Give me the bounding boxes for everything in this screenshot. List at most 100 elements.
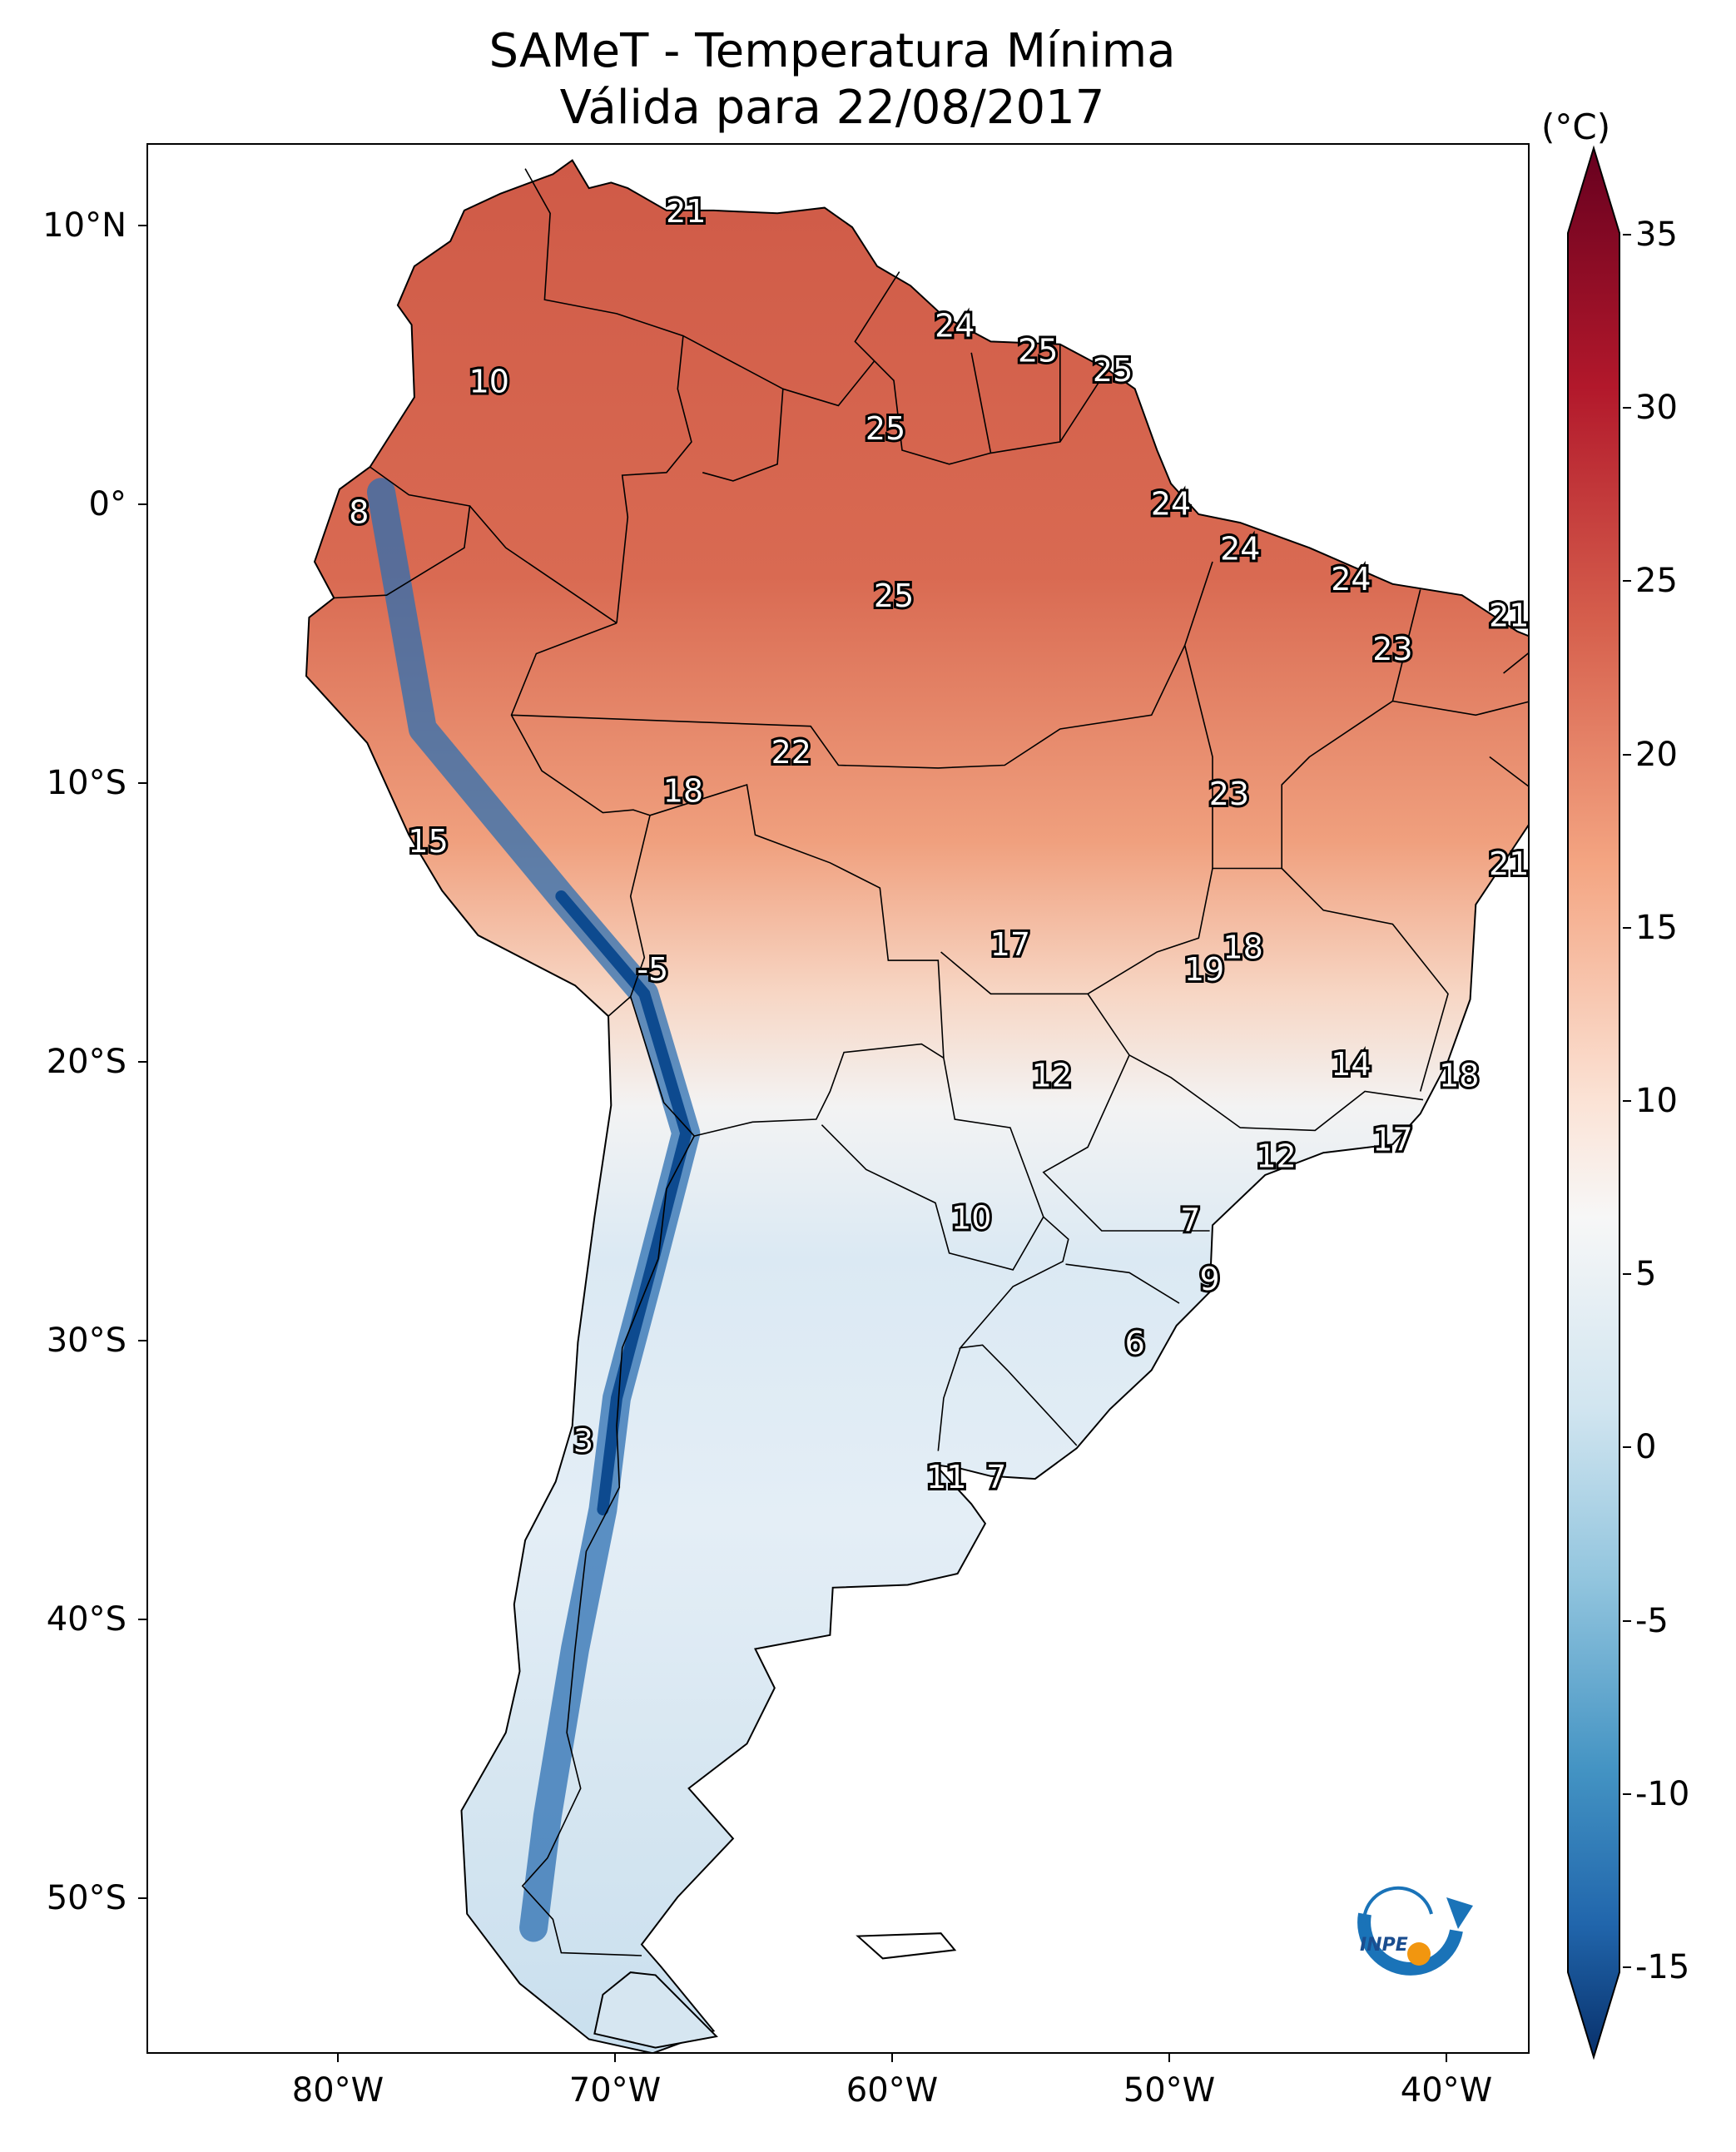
map-panel: 2110242525258242424212523222121222118232…	[146, 143, 1530, 2054]
temperature-label: 11	[926, 1459, 966, 1495]
temperature-label: 25	[866, 410, 905, 447]
temperature-label: 14	[1331, 1046, 1371, 1083]
temperature-label: 25	[874, 578, 914, 614]
country-border	[1503, 652, 1528, 674]
country-border	[782, 360, 875, 407]
lon-tick-label: 50°W	[1123, 2071, 1216, 2110]
colorbar-tick	[1623, 1966, 1631, 1968]
colorbar-tick-label: 0	[1635, 1428, 1657, 1467]
colorbar	[1567, 145, 1620, 2060]
lat-tick-label: 30°S	[46, 1321, 126, 1360]
logo-arc	[1357, 1912, 1463, 1976]
country-border	[1489, 756, 1528, 787]
country-border	[1087, 868, 1213, 994]
inpe-logo: INPE	[1357, 1886, 1473, 1976]
lat-tick	[138, 1061, 146, 1063]
country-border	[854, 271, 1109, 465]
temperature-labels: 2110242525258242424212523222121222118232…	[346, 191, 1529, 1498]
lat-tick-label: 10°S	[46, 764, 126, 802]
temperature-label: 10	[951, 1199, 991, 1236]
colorbar-tick-label: 35	[1635, 216, 1678, 254]
country-border	[334, 466, 471, 599]
temperature-label: 25	[1018, 332, 1058, 369]
temperature-label: 9	[1200, 1261, 1220, 1297]
lat-tick-label: 40°S	[46, 1600, 126, 1639]
temperature-label: 24	[935, 307, 975, 344]
temperature-label: 25	[1093, 352, 1133, 389]
lon-tick	[891, 2054, 893, 2062]
lon-tick-label: 80°W	[291, 2071, 384, 2110]
temperature-label: 18	[663, 773, 703, 810]
colorbar-tick	[1623, 1793, 1631, 1795]
country-border	[511, 561, 1213, 769]
temperature-label: 12	[1256, 1138, 1296, 1175]
temperature-label: 18	[1439, 1057, 1479, 1093]
temperature-label: 24	[1331, 561, 1371, 598]
country-border	[510, 622, 651, 1017]
colorbar-tick-label: 20	[1635, 735, 1678, 774]
country-border	[1042, 1054, 1210, 1232]
temperature-label: 12	[1032, 1057, 1072, 1093]
temperature-label: 24	[1151, 486, 1191, 523]
island	[593, 1971, 718, 2049]
temperature-label: 7	[1180, 1202, 1200, 1239]
country-border	[821, 1124, 1044, 1271]
lon-tick	[1168, 2054, 1170, 2062]
lat-tick	[138, 1897, 146, 1899]
temperature-label: 6	[1125, 1325, 1145, 1361]
colorbar-tick-label: 30	[1635, 389, 1678, 428]
lon-tick-label: 70°W	[568, 2071, 662, 2110]
andes-core-band	[555, 890, 692, 1515]
colorbar-tick	[1623, 407, 1631, 409]
colorbar-tick-label: 25	[1635, 562, 1678, 601]
lat-tick	[138, 782, 146, 784]
temperature-map: 2110242525258242424212523222121222118232…	[305, 159, 1529, 2052]
colorbar-tick-label: -5	[1635, 1601, 1669, 1640]
map-geography	[305, 159, 1528, 2052]
map-title: SAMeT - Temperatura Mínima	[489, 24, 1176, 78]
colorbar-gradient	[1567, 145, 1620, 2060]
country-border	[649, 783, 1078, 1446]
continent-land	[305, 159, 1528, 2052]
colorbar-tick	[1623, 234, 1631, 236]
lon-tick-label: 60°W	[846, 2071, 939, 2110]
temperature-label: 21	[1489, 845, 1529, 882]
temperature-label: 18	[1223, 929, 1262, 965]
country-border	[1281, 867, 1449, 1092]
island	[856, 1932, 957, 1960]
logo-text: INPE	[1360, 1935, 1408, 1956]
colorbar-tick	[1623, 926, 1631, 929]
colorbar-tick	[1623, 580, 1631, 583]
lat-tick-label: 20°S	[46, 1043, 126, 1081]
country-border	[940, 951, 1424, 1132]
country-border	[970, 352, 992, 454]
lat-tick-label: 0°	[88, 485, 126, 523]
country-border	[937, 1347, 961, 1451]
lat-tick	[138, 1619, 146, 1620]
lat-tick	[138, 503, 146, 505]
lon-tick	[337, 2054, 339, 2062]
country-border	[521, 1135, 695, 1956]
country-border	[682, 335, 784, 482]
colorbar-unit: (°C)	[1541, 107, 1611, 147]
temperature-label: 21	[1489, 598, 1529, 634]
temperature-label: 19	[1184, 951, 1224, 988]
temperature-label: 10	[469, 363, 509, 399]
country-border	[1392, 700, 1528, 717]
colorbar-tick-label: 10	[1635, 1082, 1678, 1120]
colorbar-tick	[1623, 1619, 1631, 1622]
map-subtitle: Válida para 22/08/2017	[559, 81, 1105, 135]
country-border	[524, 168, 692, 623]
temperature-label: 7	[986, 1459, 1006, 1495]
temperature-label: 24	[1220, 530, 1260, 567]
colorbar-tick-label: -10	[1635, 1774, 1690, 1813]
colorbar-tick-label: -15	[1635, 1948, 1690, 1986]
lon-tick	[1446, 2054, 1447, 2062]
colorbar-tick	[1623, 753, 1631, 756]
colorbar-tick-label: 15	[1635, 908, 1678, 947]
colorbar-tick	[1623, 1273, 1631, 1276]
colorbar-tick	[1623, 1446, 1631, 1449]
temperature-label: 23	[1372, 631, 1412, 667]
lon-tick-label: 40°W	[1400, 2071, 1493, 2110]
temperature-label: 17	[990, 926, 1030, 963]
